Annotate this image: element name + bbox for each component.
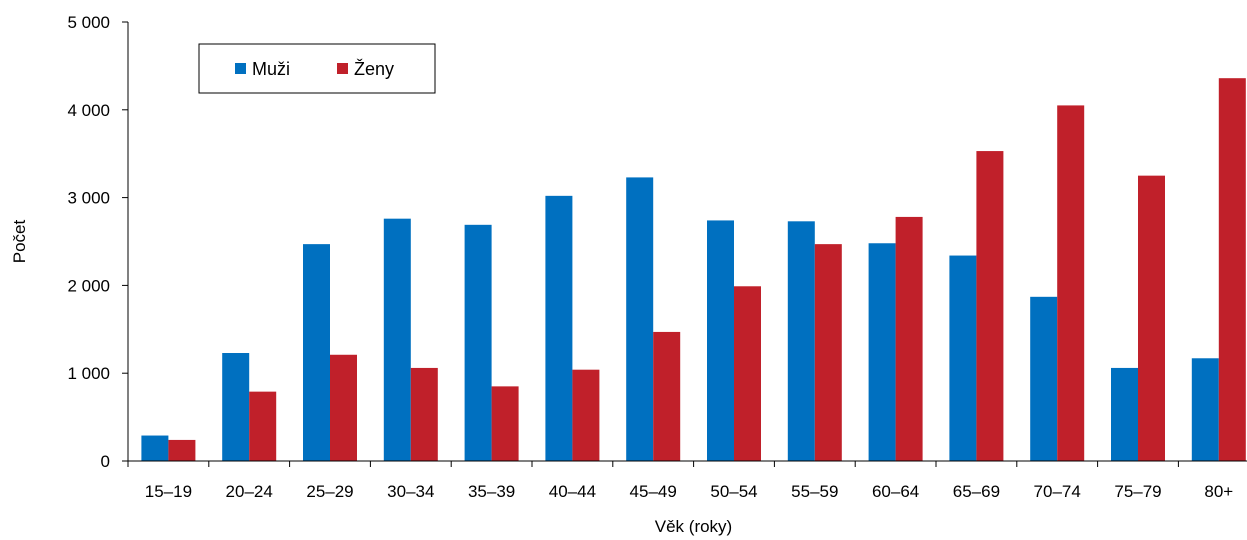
legend-label-zeny: Ženy bbox=[354, 59, 394, 79]
x-tick-label: 60–64 bbox=[872, 482, 919, 501]
bar-zeny-25-29 bbox=[330, 354, 357, 461]
y-tick-label: 3 000 bbox=[67, 189, 110, 208]
y-tick-label: 2 000 bbox=[67, 276, 110, 295]
legend-swatch-muzi bbox=[235, 63, 246, 74]
x-tick-label: 20–24 bbox=[226, 482, 273, 501]
y-axis-ticks: 0 1 000 2 000 3 000 4 000 5 000 bbox=[67, 13, 128, 471]
y-tick-label: 0 bbox=[101, 452, 110, 471]
x-tick-label: 35–39 bbox=[468, 482, 515, 501]
x-tick-label: 75–79 bbox=[1114, 482, 1161, 501]
x-tick-label: 50–54 bbox=[710, 482, 757, 501]
bar-zeny-55-59 bbox=[814, 244, 842, 461]
legend-swatch-zeny bbox=[337, 63, 348, 74]
bar-zeny-75-79 bbox=[1138, 175, 1165, 461]
bar-muzi-15-19 bbox=[141, 435, 169, 461]
bar-muzi-80- bbox=[1191, 358, 1219, 461]
x-tick-label: 15–19 bbox=[145, 482, 192, 501]
x-tick-label: 30–34 bbox=[387, 482, 434, 501]
x-tick-label: 40–44 bbox=[549, 482, 596, 501]
x-tick-label: 80+ bbox=[1204, 482, 1233, 501]
bar-muzi-50-54 bbox=[707, 220, 734, 461]
bar-muzi-20-24 bbox=[222, 353, 250, 461]
bar-muzi-35-39 bbox=[464, 224, 492, 461]
bar-muzi-45-49 bbox=[626, 177, 654, 461]
bar-muzi-65-69 bbox=[949, 255, 977, 461]
x-tick-label: 65–69 bbox=[953, 482, 1000, 501]
bar-muzi-70-74 bbox=[1030, 296, 1058, 461]
bar-zeny-30-34 bbox=[410, 367, 438, 461]
bar-zeny-15-19 bbox=[168, 439, 196, 461]
x-axis-ticks: 15–19 20–24 25–29 30–34 35–39 40–44 45–49 50–54… bbox=[127, 461, 1233, 501]
legend: Muži Ženy bbox=[198, 43, 436, 94]
bar-muzi-75-79 bbox=[1111, 367, 1138, 461]
bar-zeny-20-24 bbox=[249, 391, 277, 461]
y-axis-title: Počet bbox=[10, 219, 29, 263]
legend-label-muzi: Muži bbox=[252, 59, 290, 79]
y-tick-label: 4 000 bbox=[67, 101, 110, 120]
bar-zeny-70-74 bbox=[1057, 105, 1085, 461]
bar-zeny-50-54 bbox=[734, 286, 761, 461]
bar-muzi-30-34 bbox=[383, 218, 411, 461]
bar-zeny-60-64 bbox=[895, 216, 923, 461]
bar-zeny-35-39 bbox=[491, 386, 519, 461]
bar-muzi-60-64 bbox=[868, 243, 896, 461]
x-tick-label: 55–59 bbox=[791, 482, 838, 501]
legend-box bbox=[198, 43, 436, 94]
bar-zeny-80- bbox=[1218, 78, 1246, 461]
y-tick-label: 1 000 bbox=[67, 364, 110, 383]
x-axis-title: Věk (roky) bbox=[655, 517, 732, 536]
x-tick-label: 70–74 bbox=[1034, 482, 1081, 501]
bar-zeny-65-69 bbox=[976, 151, 1004, 462]
y-tick-label: 5 000 bbox=[67, 13, 110, 32]
bars-group bbox=[141, 78, 1246, 462]
bar-zeny-40-44 bbox=[572, 369, 600, 461]
bar-zeny-45-49 bbox=[653, 331, 681, 461]
bar-muzi-25-29 bbox=[303, 244, 330, 461]
bar-muzi-40-44 bbox=[545, 195, 573, 461]
bar-muzi-55-59 bbox=[787, 221, 815, 461]
x-tick-label: 45–49 bbox=[630, 482, 677, 501]
x-tick-label: 25–29 bbox=[306, 482, 353, 501]
